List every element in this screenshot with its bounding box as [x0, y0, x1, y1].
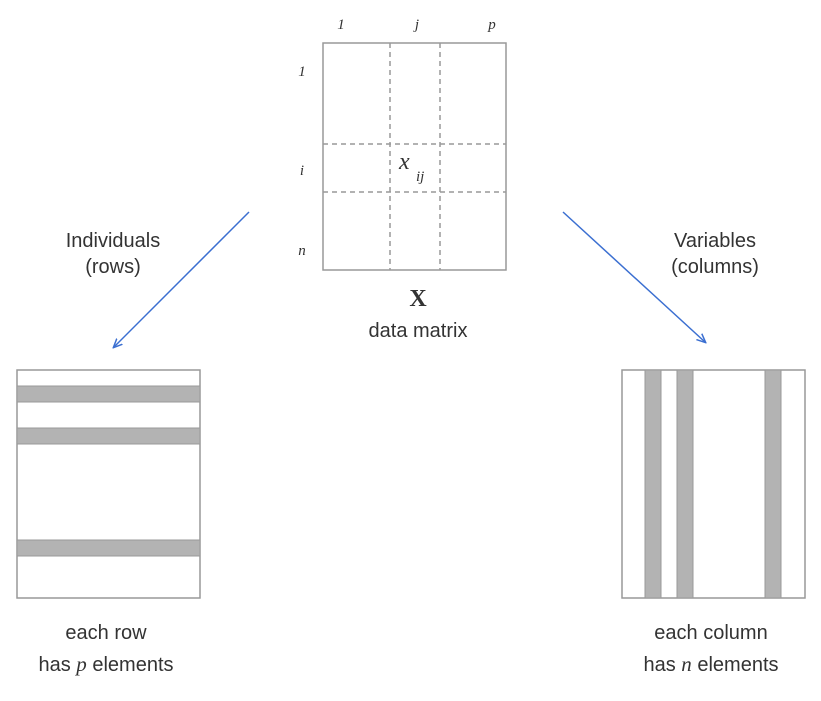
right-branch: Variables (columns) each column has n el…: [562, 211, 806, 676]
column-band-3: [764, 369, 782, 599]
row-label-first: 1: [298, 64, 306, 80]
each-row-caption: each row: [65, 622, 147, 644]
row-band-2: [16, 427, 201, 445]
columns-matrix-frame: [621, 369, 806, 599]
row-band-3: [16, 539, 201, 557]
cell-xij-label: x: [398, 149, 410, 175]
column-elements-caption: has n elements: [643, 652, 778, 676]
variables-label: Variables: [674, 230, 756, 252]
individuals-label: Individuals: [66, 230, 161, 252]
arrow-to-columns: [562, 211, 705, 342]
rows-matrix-frame: [16, 369, 201, 599]
arrow-to-rows: [114, 211, 250, 347]
col-label-first: 1: [337, 17, 345, 33]
matrix-caption: data matrix: [369, 320, 468, 342]
col-label-j: j: [413, 17, 419, 33]
matrix-symbol: X: [409, 286, 427, 312]
row-band-1: [16, 385, 201, 403]
row-label-i: i: [300, 163, 304, 179]
each-column-caption: each column: [654, 622, 767, 644]
cell-xij-subscript: ij: [416, 169, 424, 185]
rows-label: (rows): [85, 256, 141, 278]
col-label-p: p: [487, 17, 496, 33]
central-matrix: 1 j p 1 i n x ij X data matrix: [298, 17, 507, 342]
left-branch: Individuals (rows) each row has p elemen…: [16, 211, 250, 676]
row-label-n: n: [298, 243, 306, 259]
matrix-frame: [322, 42, 507, 271]
row-elements-caption: has p elements: [38, 652, 173, 676]
columns-label: (columns): [671, 256, 759, 278]
column-band-1: [644, 369, 662, 599]
column-band-2: [676, 369, 694, 599]
